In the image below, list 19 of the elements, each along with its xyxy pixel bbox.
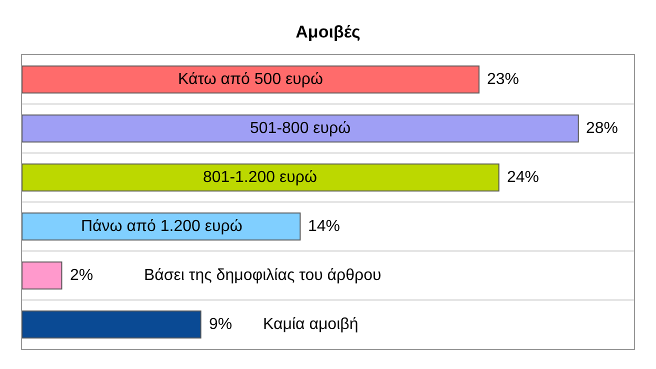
y-tick-label: Βάσει της δημοφιλίας του άρθρου xyxy=(144,267,382,284)
y-tick-label: Πάνω από 1.200 ευρώ xyxy=(81,218,242,235)
chart-title: Αμοιβές xyxy=(296,22,360,42)
y-tick-label: 501-800 ευρώ xyxy=(250,120,351,137)
bar xyxy=(22,66,480,94)
data-label: 23% xyxy=(487,71,520,88)
bar xyxy=(22,114,579,142)
y-tick-label: Καμία αμοιβή xyxy=(263,316,358,333)
y-tick-label: 801-1.200 ευρώ xyxy=(203,169,317,186)
y-tick-label: Κάτω από 500 ευρώ xyxy=(178,71,324,88)
bar xyxy=(22,164,500,192)
data-label: 24% xyxy=(507,169,540,186)
data-label: 28% xyxy=(586,120,618,137)
bar xyxy=(22,262,62,290)
bar xyxy=(22,212,301,240)
data-label: 2% xyxy=(70,267,94,284)
data-label: 14% xyxy=(308,218,340,235)
data-label: 9% xyxy=(209,316,232,333)
bar xyxy=(22,310,202,338)
